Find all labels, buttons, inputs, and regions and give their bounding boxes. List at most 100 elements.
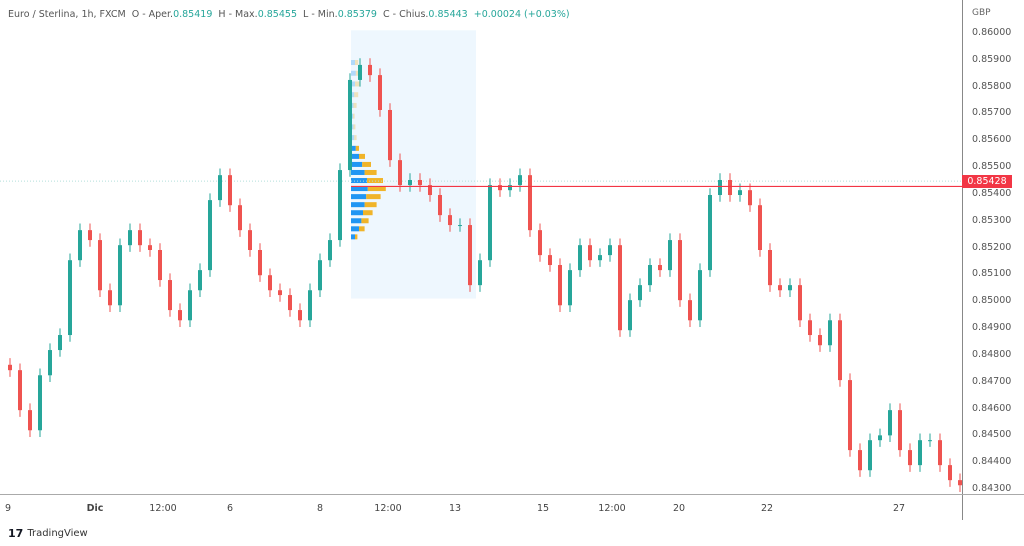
time-tick: 12:00 — [149, 503, 177, 514]
candle-body — [168, 280, 172, 311]
volume-profile-down-bar — [367, 186, 386, 192]
candle-body — [428, 185, 432, 196]
candle-body — [468, 225, 472, 286]
candle-body — [728, 179, 732, 196]
candle-body — [458, 225, 462, 227]
candle-body — [568, 270, 572, 306]
candle-body — [78, 230, 82, 261]
candle-body — [768, 250, 772, 286]
volume-profile-up-bar — [351, 161, 363, 167]
footer-brand[interactable]: 17 TradingView — [8, 527, 88, 540]
candle-body — [588, 245, 592, 261]
candle-body — [558, 265, 562, 306]
candle-body — [948, 465, 952, 481]
price-chart[interactable] — [0, 0, 962, 494]
price-tick: 0.84800 — [972, 348, 1012, 360]
last-price-label: 0.85428 — [962, 174, 1012, 188]
symbol-title: Euro / Sterlina, 1h, FXCM — [8, 9, 126, 20]
candle-body — [218, 175, 222, 201]
candle-body — [408, 179, 412, 186]
candle-body — [358, 64, 362, 80]
candle-body — [368, 64, 372, 76]
volume-profile-down-bar — [361, 218, 369, 224]
volume-profile-down-bar — [363, 210, 373, 216]
candle-body — [278, 290, 282, 296]
volume-profile-up-bar — [351, 202, 365, 208]
candle-body — [798, 285, 802, 321]
candle-body — [708, 195, 712, 271]
ohlc-legend: Euro / Sterlina, 1h, FXCM O - Aper. 0.854… — [8, 9, 570, 20]
change-value: +0.00024 (+0.03%) — [473, 9, 570, 20]
price-tick: 0.84500 — [972, 429, 1012, 441]
volume-profile-down-bar — [355, 70, 360, 76]
price-tick: 0.85100 — [972, 268, 1012, 280]
price-tick: 0.85700 — [972, 107, 1012, 119]
candle-body — [138, 230, 142, 246]
candle-body — [748, 190, 752, 206]
volume-profile-down-bar — [353, 102, 357, 108]
candle-body — [388, 109, 392, 161]
time-tick: Dic — [86, 503, 104, 514]
time-tick: 13 — [448, 503, 462, 514]
volume-profile-up-bar — [351, 226, 359, 232]
currency-label: GBP — [972, 8, 991, 18]
candle-body — [958, 480, 962, 486]
time-tick: 27 — [892, 503, 906, 514]
volume-profile-up-bar — [351, 145, 356, 151]
candle-body — [68, 260, 72, 336]
candle-body — [838, 320, 842, 381]
volume-profile-down-bar — [364, 202, 377, 208]
volume-profile-down-bar — [359, 226, 365, 232]
volume-profile-up-bar — [351, 92, 355, 98]
candle-body — [418, 179, 422, 186]
volume-profile-up-bar — [351, 194, 367, 200]
candle-body — [348, 79, 352, 171]
time-tick: 6 — [226, 503, 234, 514]
candle-body — [608, 245, 612, 256]
candle-body — [618, 245, 622, 331]
candle-body — [858, 450, 862, 471]
candle-body — [808, 320, 812, 336]
candle-body — [8, 364, 12, 371]
price-tick: 0.85200 — [972, 241, 1012, 253]
volume-profile-down-bar — [364, 169, 377, 175]
candle-body — [758, 205, 762, 251]
candle-body — [628, 300, 632, 331]
candle-body — [698, 270, 702, 321]
price-tick: 0.84600 — [972, 402, 1012, 414]
candle-body — [398, 160, 402, 186]
volume-profile-down-bar — [353, 124, 356, 130]
candle-body — [308, 290, 312, 321]
candle-body — [298, 310, 302, 321]
price-axis-divider — [962, 0, 963, 520]
volume-profile-down-bar — [355, 81, 360, 87]
volume-profile-down-bar — [355, 60, 359, 66]
candle-body — [778, 285, 782, 291]
time-tick: 12:00 — [374, 503, 402, 514]
candle-body — [878, 435, 882, 441]
volume-profile-down-bar — [359, 153, 365, 159]
candle-body — [738, 190, 742, 196]
candle-body — [508, 185, 512, 191]
candle-body — [158, 250, 162, 281]
candle-body — [828, 320, 832, 346]
volume-profile-up-bar — [351, 102, 354, 108]
volume-profile-up-bar — [351, 60, 355, 66]
candle-body — [648, 265, 652, 286]
candle-body — [678, 240, 682, 301]
candle-body — [578, 245, 582, 271]
candle-body — [918, 440, 922, 466]
close-value: 0.85443 — [428, 9, 468, 20]
candle-body — [228, 175, 232, 206]
price-tick: 0.85800 — [972, 80, 1012, 92]
candle-body — [538, 230, 542, 256]
price-tick: 0.85300 — [972, 214, 1012, 226]
time-tick: 22 — [760, 503, 774, 514]
candle-body — [718, 179, 722, 196]
candle-body — [898, 410, 902, 451]
candle-body — [318, 260, 322, 291]
high-label: H - Max. — [218, 9, 258, 20]
brand-name: TradingView — [27, 528, 88, 539]
open-label: O - Aper. — [131, 9, 174, 20]
candle-body — [688, 300, 692, 321]
